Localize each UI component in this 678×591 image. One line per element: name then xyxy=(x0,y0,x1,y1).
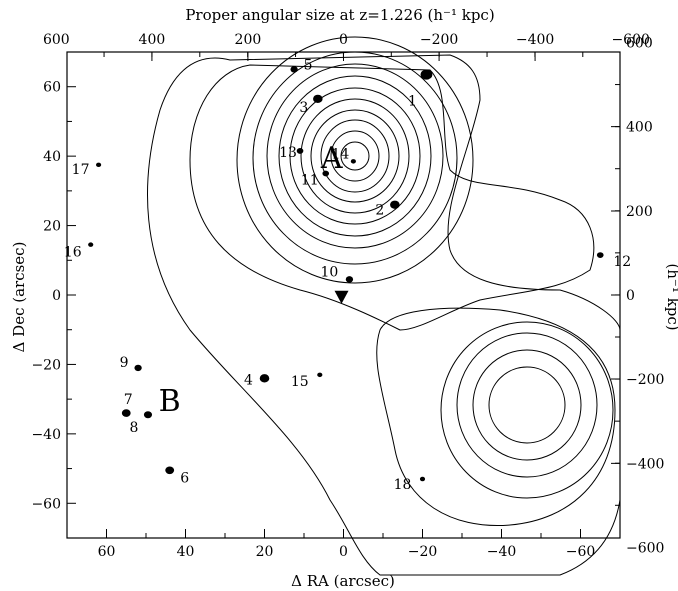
x-tick-label: 0 xyxy=(339,544,348,560)
galaxy-12 xyxy=(596,252,604,258)
galaxy-label-3: 3 xyxy=(299,100,308,116)
galaxy-label-11: 11 xyxy=(301,173,319,189)
y2-axis-label: (h⁻¹ kpc) xyxy=(664,263,678,330)
galaxy-label-5: 5 xyxy=(304,57,313,73)
contour-B-3 xyxy=(456,332,598,478)
galaxy-label-18: 18 xyxy=(394,477,412,493)
galaxy-18 xyxy=(419,476,426,482)
contour-A-4 xyxy=(278,75,432,237)
top-tick-label: −400 xyxy=(516,32,554,48)
clump-label-A: A xyxy=(320,141,343,176)
galaxy-label-12: 12 xyxy=(613,254,631,270)
galaxy-13 xyxy=(296,148,304,154)
y-tick-label: 40 xyxy=(43,149,61,165)
y-tick-label: −20 xyxy=(31,357,61,373)
galaxy-label-14: 14 xyxy=(331,146,349,162)
galaxy-4 xyxy=(259,374,270,383)
contour-A-10 xyxy=(340,141,370,171)
galaxy-11 xyxy=(322,170,330,177)
y-tick-label: 60 xyxy=(43,80,61,96)
top-tick-label: 600 xyxy=(43,32,70,48)
galaxy-3 xyxy=(313,94,323,104)
galaxy-2 xyxy=(390,200,400,209)
galaxy-label-2: 2 xyxy=(375,203,384,219)
galaxy-5 xyxy=(290,66,298,73)
y-tick-label: 0 xyxy=(52,288,61,304)
y-tick-label: −40 xyxy=(31,427,61,443)
top-tick-label: 400 xyxy=(139,32,166,48)
clump-label-B: B xyxy=(159,384,181,419)
galaxy-1 xyxy=(420,69,433,80)
contour-A-9 xyxy=(330,130,380,182)
contour-2 xyxy=(189,64,595,331)
galaxy-label-8: 8 xyxy=(130,420,139,436)
galaxy-label-15: 15 xyxy=(291,374,309,390)
contour-A-6 xyxy=(300,98,410,214)
contour-A-3 xyxy=(266,63,444,249)
x-tick-label: −60 xyxy=(566,544,596,560)
galaxy-15 xyxy=(317,372,323,378)
galaxy-label-1: 1 xyxy=(408,94,417,110)
galaxy-9 xyxy=(134,364,142,372)
contour-B-2 xyxy=(440,321,614,499)
top-tick-label: −200 xyxy=(420,32,458,48)
contour-outer xyxy=(147,54,621,576)
x-tick-label: 20 xyxy=(256,544,274,560)
galaxy-17 xyxy=(96,162,102,168)
top-tick-label: −600 xyxy=(611,32,649,48)
galaxy-label-17: 17 xyxy=(72,162,90,178)
right-tick-label: 200 xyxy=(626,204,653,220)
x-tick-label: −40 xyxy=(487,544,517,560)
galaxy-label-4: 4 xyxy=(244,372,253,388)
galaxy-16 xyxy=(88,242,94,247)
galaxy-label-10: 10 xyxy=(321,264,339,280)
quasar-marker xyxy=(334,290,349,304)
contour-A-7 xyxy=(310,109,400,203)
contour-lines xyxy=(147,36,621,576)
contour-A-5 xyxy=(289,87,421,225)
right-tick-label: 0 xyxy=(626,288,635,304)
top-tick-label: 0 xyxy=(339,32,348,48)
right-tick-label: −400 xyxy=(626,456,664,472)
galaxy-label-13: 13 xyxy=(279,145,297,161)
x-tick-label: −20 xyxy=(408,544,438,560)
galaxy-14 xyxy=(350,159,356,164)
y-tick-label: 20 xyxy=(43,219,61,235)
x-axis-label: Δ RA (arcsec) xyxy=(291,572,395,590)
galaxy-label-9: 9 xyxy=(120,355,129,371)
galaxy-7 xyxy=(121,409,131,417)
contour-A-1 xyxy=(236,36,474,284)
top-tick-label: 200 xyxy=(235,32,262,48)
x-tick-label: 60 xyxy=(98,544,116,560)
galaxy-8 xyxy=(143,411,153,419)
right-tick-label: −200 xyxy=(626,372,664,388)
galaxy-label-7: 7 xyxy=(124,392,133,408)
right-tick-label: 600 xyxy=(626,36,653,52)
galaxy-10 xyxy=(345,276,354,283)
galaxy-label-6: 6 xyxy=(180,470,189,486)
contour-B-5 xyxy=(488,366,566,444)
contour-B-outer xyxy=(376,307,616,527)
y-axis-label: Δ Dec (arcsec) xyxy=(10,242,28,353)
y-tick-label: −60 xyxy=(31,496,61,512)
galaxy-label-16: 16 xyxy=(64,245,82,261)
contour-A-8 xyxy=(320,119,390,193)
galaxy-6 xyxy=(165,466,175,475)
contour-B-4 xyxy=(472,349,582,461)
chart-title: Proper angular size at z=1.226 (h⁻¹ kpc) xyxy=(185,6,494,24)
axes: −60−40−200204060−60−40−200204060−600−400… xyxy=(31,32,664,560)
x-tick-label: 40 xyxy=(177,544,195,560)
right-tick-label: 400 xyxy=(626,120,653,136)
right-tick-label: −600 xyxy=(626,540,664,556)
